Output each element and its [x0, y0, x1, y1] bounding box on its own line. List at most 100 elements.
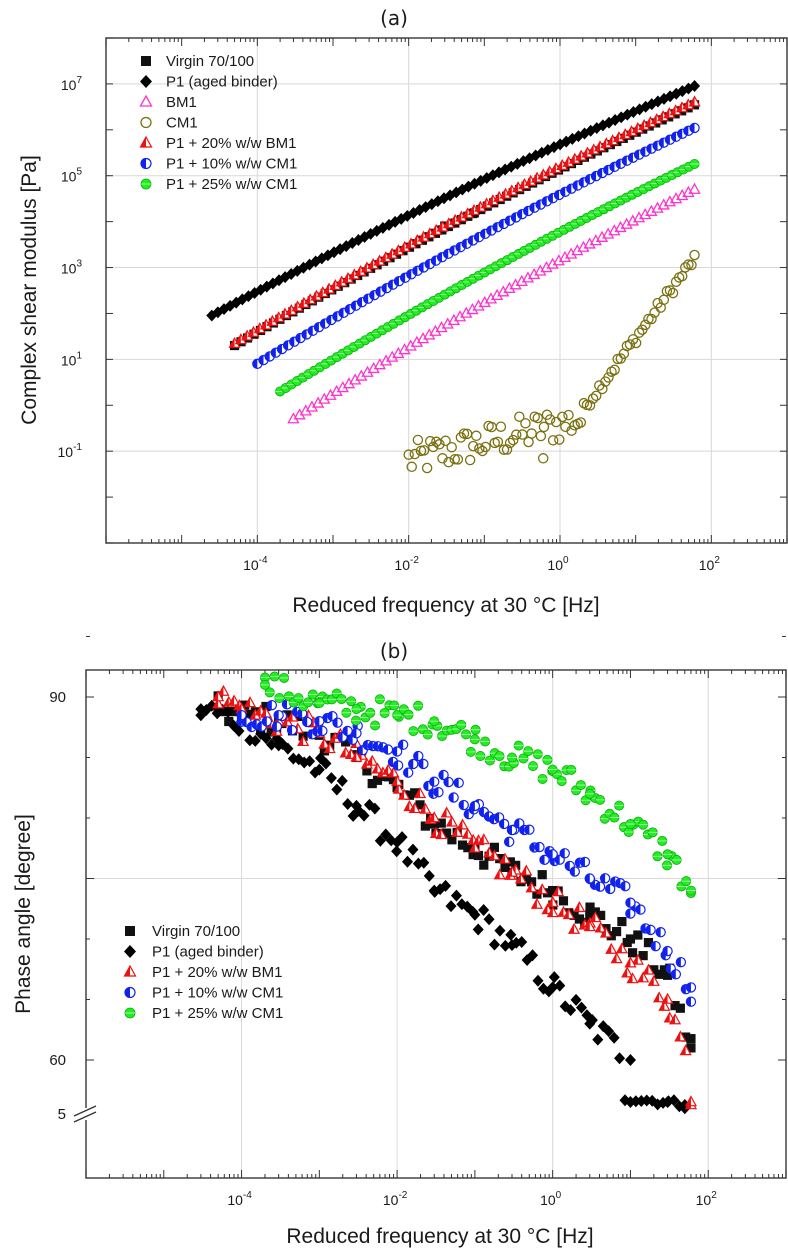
data-point [499, 163, 511, 176]
data-point [317, 725, 328, 737]
data-point [453, 777, 464, 789]
data-point [243, 696, 257, 708]
data-point [391, 836, 403, 849]
data-point [514, 872, 528, 884]
data-point [408, 801, 421, 814]
data-point [685, 996, 697, 1007]
data-point [311, 396, 325, 408]
data-point [554, 434, 565, 445]
data-point [546, 906, 559, 918]
data-point [655, 927, 666, 938]
data-point [212, 690, 225, 702]
data-point [498, 818, 510, 830]
data-point [585, 910, 595, 920]
panel-a-data [206, 80, 701, 474]
data-point [515, 274, 528, 287]
data-point [575, 780, 586, 791]
data-point [542, 143, 554, 156]
legend-item: Virgin 70/100 [125, 923, 240, 940]
legend-marker [141, 56, 151, 66]
data-point [631, 953, 644, 965]
legend-item: P1 + 25% w/w CM1 [124, 1005, 283, 1022]
data-point [342, 798, 354, 810]
data-point [350, 799, 362, 812]
data-point [492, 436, 504, 448]
data-point [367, 361, 380, 374]
data-point [626, 972, 639, 984]
data-point [297, 734, 310, 747]
data-point [649, 307, 660, 318]
data-point [501, 444, 513, 455]
data-point [532, 974, 544, 987]
panel-a-x-tick-label: 102 [699, 555, 721, 573]
data-point [495, 421, 507, 432]
data-point [261, 701, 271, 712]
data-point [326, 314, 337, 326]
data-point [391, 774, 404, 786]
data-point [521, 271, 535, 283]
data-point [374, 694, 385, 705]
data-point [624, 339, 636, 350]
data-point [536, 883, 549, 895]
data-point [560, 135, 572, 148]
legend-marker [140, 157, 152, 170]
data-point [662, 1096, 674, 1108]
data-point [350, 715, 361, 726]
data-point [566, 425, 577, 436]
legend-marker [124, 945, 136, 958]
data-point [347, 809, 359, 822]
data-point [350, 750, 363, 762]
data-point [527, 267, 541, 280]
data-point [413, 700, 424, 711]
data-point [365, 707, 376, 718]
data-point [330, 384, 343, 397]
data-point [212, 306, 224, 319]
data-point [441, 828, 452, 838]
data-point [662, 945, 673, 957]
data-point [458, 428, 470, 439]
legend-label: Virgin 70/100 [166, 53, 254, 70]
data-point [409, 448, 421, 460]
data-point [662, 849, 673, 860]
data-point [614, 1052, 626, 1065]
data-point [358, 809, 370, 822]
data-point [423, 869, 435, 882]
data-point [472, 923, 484, 936]
panel-b-x-tick-label: 100 [540, 1190, 562, 1208]
data-point [371, 762, 384, 774]
data-point [293, 753, 305, 766]
data-point [436, 818, 446, 828]
data-point [438, 769, 449, 781]
data-point [562, 908, 575, 920]
data-point [303, 697, 314, 708]
data-point [614, 800, 625, 811]
data-point [464, 454, 476, 466]
data-point [559, 848, 570, 859]
data-point [266, 738, 278, 751]
data-point [516, 936, 528, 949]
data-point [676, 85, 688, 98]
data-point [584, 1017, 596, 1030]
data-point [443, 776, 454, 788]
data-point [404, 790, 414, 800]
data-point [507, 434, 519, 446]
data-point [260, 732, 272, 745]
panel-a-y-tick-label: 10-1 [58, 442, 83, 460]
panel-b-x-axis-label: Reduced frequency at 30 °C [Hz] [286, 1225, 593, 1248]
data-point [505, 865, 519, 877]
data-point [320, 757, 332, 770]
data-point [318, 392, 331, 404]
data-point [657, 835, 668, 846]
data-point [461, 729, 472, 740]
data-point [299, 404, 312, 416]
data-point [435, 828, 448, 840]
data-point [503, 836, 515, 848]
panel-b-label: (b) [380, 639, 408, 663]
data-point [469, 908, 481, 921]
data-point [592, 1033, 604, 1046]
data-point [625, 819, 636, 830]
panel-b-y-tick-label: 5 [58, 1106, 66, 1123]
data-point [480, 441, 491, 453]
data-point [314, 716, 325, 727]
data-point [668, 1013, 682, 1025]
